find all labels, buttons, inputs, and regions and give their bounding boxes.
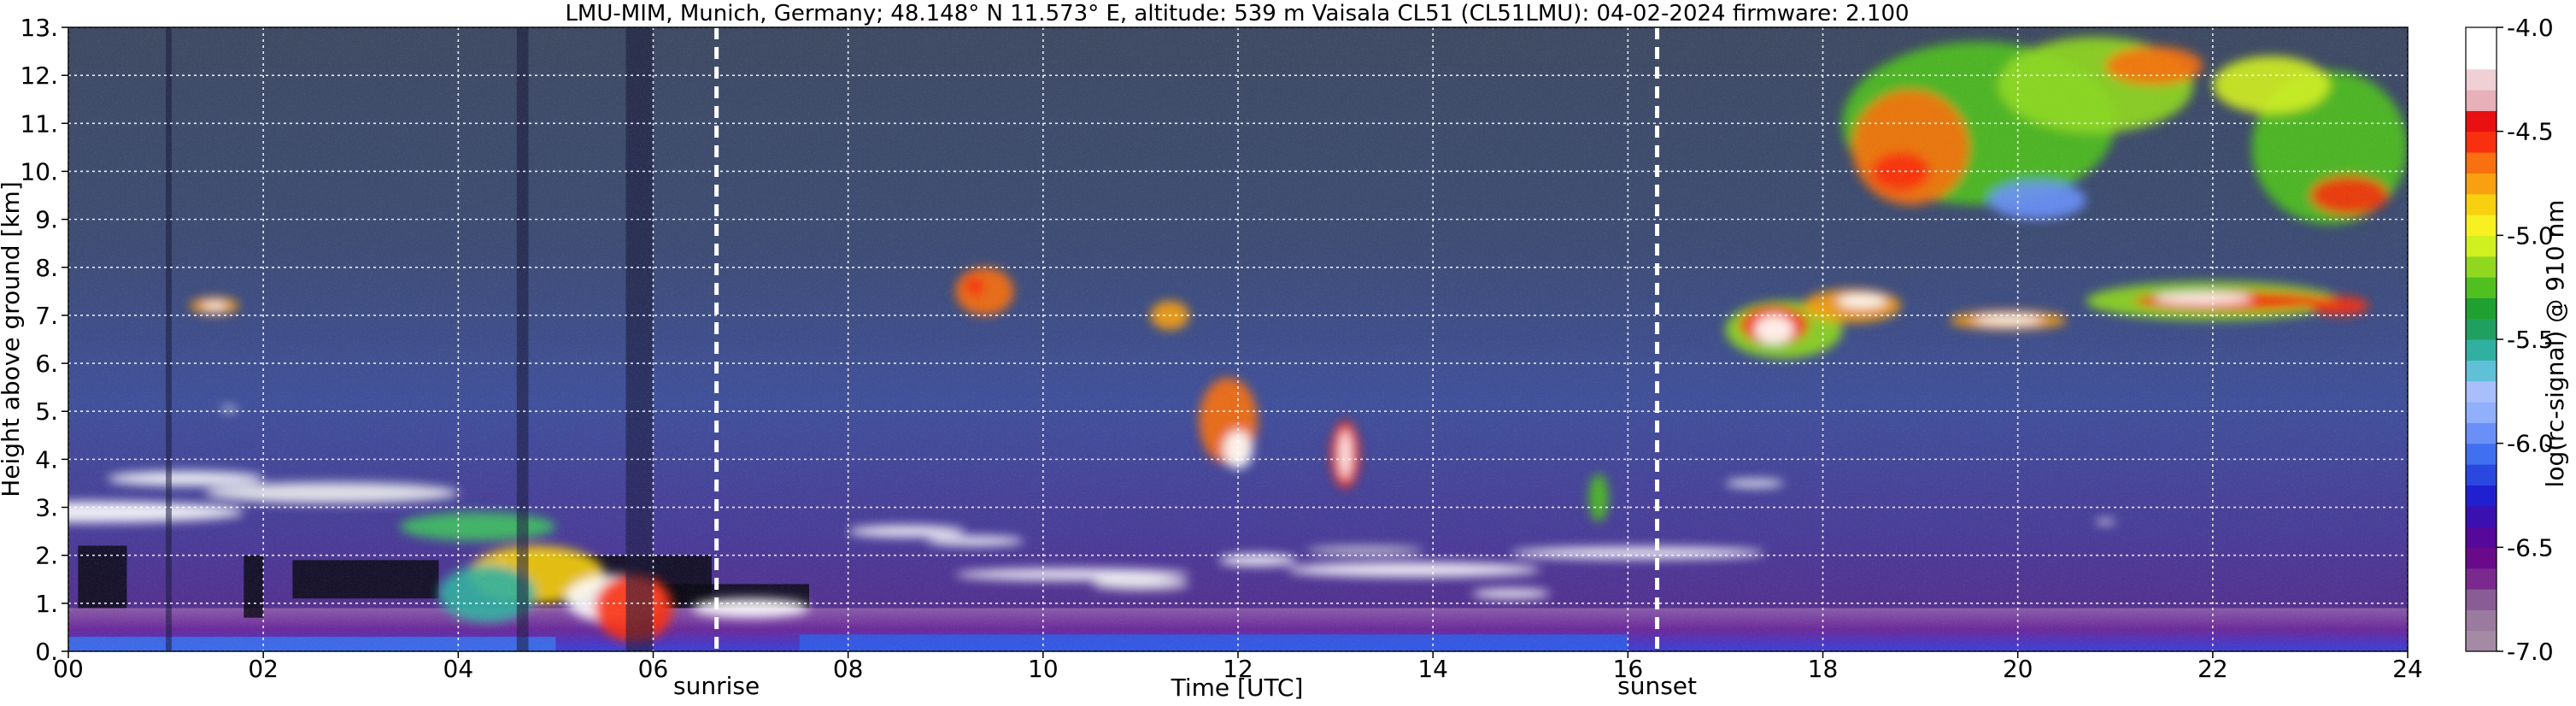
x-tick-label: 14 — [1417, 655, 1448, 683]
x-tick-label: 20 — [2003, 655, 2033, 683]
y-tick-label: 9. — [35, 206, 58, 234]
colorbar: -4.0 -4.5 -5.0 -5.5 -6.0 -6.5 -7.0 — [2465, 14, 2554, 666]
colorbar-tick-label: -5.5 — [2507, 326, 2554, 354]
x-tick-label: 12 — [1223, 655, 1253, 683]
y-tick-label: 3. — [35, 494, 58, 522]
axes: 00 02 04 06 08 10 12 14 16 18 20 22 24 0. 1. 2. 3. 4. 5. 6.… — [20, 14, 2422, 683]
colorbar-tick-label: -6.0 — [2507, 430, 2554, 458]
colorbar-segment — [2466, 90, 2497, 111]
x-tick-label: 24 — [2392, 655, 2423, 683]
colorbar-segment — [2466, 443, 2497, 465]
sunrise-label: sunrise — [673, 672, 760, 700]
colorbar-tick-label: -5.0 — [2507, 221, 2554, 250]
colorbar-segment — [2466, 256, 2497, 278]
annotations: sunrise sunset — [673, 27, 1697, 700]
y-tick-label: 1. — [35, 590, 58, 618]
x-axis-label: Time [UTC] — [1171, 674, 1304, 702]
colorbar-segment — [2466, 215, 2497, 236]
colorbar-segment — [2466, 422, 2497, 444]
y-axis-label: Height above ground [km] — [0, 181, 25, 497]
colorbar-segment — [2466, 609, 2497, 632]
colorbar-segment — [2466, 630, 2497, 652]
heatmap-image — [68, 27, 2408, 651]
colorbar-tick-label: -6.5 — [2507, 533, 2554, 562]
colorbar-tick-label: -7.0 — [2507, 638, 2554, 666]
x-tick-label: 18 — [1808, 655, 1839, 683]
y-tick-label: 4. — [35, 445, 58, 474]
colorbar-segment — [2466, 277, 2497, 298]
chart-title: LMU-MIM, Munich, Germany; 48.148° N 11.5… — [565, 1, 1909, 26]
colorbar-segment — [2466, 589, 2497, 610]
y-tick-label: 12. — [20, 62, 58, 90]
colorbar-segment — [2466, 380, 2497, 403]
colorbar-segment — [2466, 464, 2497, 485]
x-tick-label: 06 — [638, 655, 669, 683]
colorbar-segment — [2466, 27, 2497, 49]
x-tick-label: 10 — [1028, 655, 1059, 683]
grid — [68, 27, 2408, 651]
colorbar-segment — [2466, 152, 2497, 174]
y-tick-label: 11. — [20, 109, 58, 138]
x-tick-label: 08 — [833, 655, 864, 683]
colorbar-segment — [2466, 360, 2497, 382]
y-tick-label: 2. — [35, 542, 58, 570]
colorbar-segment — [2466, 110, 2497, 132]
colorbar-segment — [2466, 568, 2497, 590]
colorbar-segment — [2466, 48, 2497, 70]
colorbar-segment — [2466, 547, 2497, 569]
x-tick-label: 22 — [2198, 655, 2228, 683]
y-tick-label: 8. — [35, 254, 58, 282]
colorbar-tick-label: -4.5 — [2507, 118, 2554, 146]
y-tick-label: 0. — [35, 638, 58, 666]
colorbar-segment — [2466, 485, 2497, 507]
colorbar-segment — [2466, 505, 2497, 527]
y-tick-label: 5. — [35, 397, 58, 426]
colorbar-segment — [2466, 402, 2497, 423]
colorbar-segment — [2466, 193, 2497, 215]
colorbar-tick-label: -4.0 — [2507, 14, 2554, 42]
y-tick-label: 6. — [35, 350, 58, 378]
y-tick-label: 7. — [35, 302, 58, 330]
x-tick-label: 02 — [248, 655, 279, 683]
colorbar-segment — [2466, 235, 2497, 257]
colorbar-segment — [2466, 318, 2497, 340]
y-tick-label: 13. — [20, 14, 58, 42]
colorbar-segment — [2466, 68, 2497, 91]
colorbar-label: log(rc-signal) @ 910 nm — [2541, 200, 2569, 488]
plot-area: sunrise sunset — [68, 27, 2408, 700]
x-tick-label: 00 — [53, 655, 84, 683]
colorbar-segment — [2466, 339, 2497, 361]
colorbar-segment — [2466, 527, 2497, 548]
colorbar-segment — [2466, 173, 2497, 195]
sunset-label: sunset — [1617, 672, 1697, 700]
colorbar-segment — [2466, 297, 2497, 320]
colorbar-segment — [2466, 131, 2497, 153]
x-tick-label: 16 — [1613, 655, 1644, 683]
x-tick-label: 04 — [443, 655, 474, 683]
y-tick-label: 10. — [20, 157, 58, 185]
